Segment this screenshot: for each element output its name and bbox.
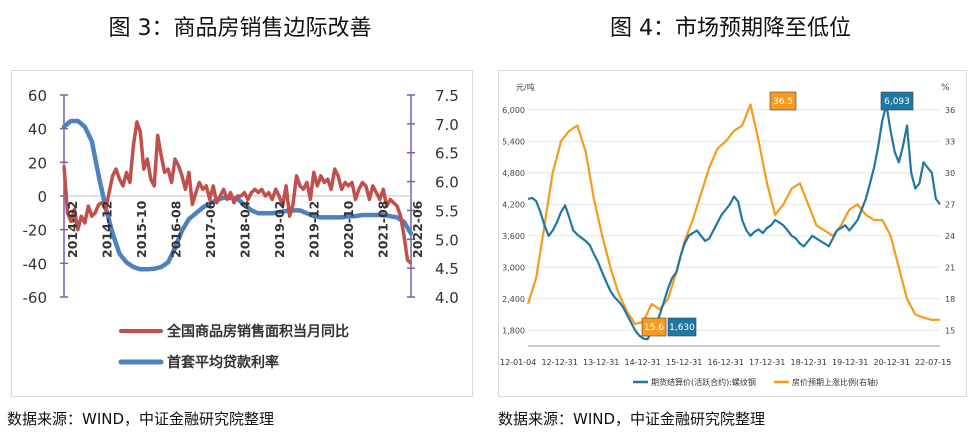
x-tick-label: 18-12-31 [791, 358, 827, 367]
x-tick-label: 20-12-31 [874, 358, 910, 367]
x-tick-label: 2015-10 [134, 200, 149, 258]
x-tick-label: 14-12-31 [625, 358, 661, 367]
x-tick-label: 13-12-31 [583, 358, 619, 367]
y-left-tick-label: -20 [23, 222, 48, 240]
x-tick-label: 12-01-04 [500, 358, 536, 367]
y-left-tick-label: 6,000 [502, 106, 525, 115]
y-left-tick-label: 3,600 [502, 232, 525, 241]
y-left-tick-label: -60 [23, 289, 48, 307]
y-right-tick-label: 24 [945, 232, 955, 241]
x-tick-label: 2017-06 [203, 200, 218, 258]
x-tick-label: 2020-10 [341, 200, 356, 258]
x-tick-label: 16-12-31 [708, 358, 744, 367]
figure-4-title: 图 4：市场预期降至低位 [610, 16, 851, 41]
annotation-peak-expectation-box [769, 91, 797, 111]
y-left-tick-label: 40 [28, 121, 47, 139]
y-left-tick-label: 20 [28, 154, 47, 172]
y-left-tick-label: 4,200 [502, 200, 525, 209]
y-left-tick-label: 3,000 [502, 263, 525, 272]
annotation-peak-expectation: 36.5 [773, 97, 793, 107]
y-right-tick-label: 7.5 [435, 87, 459, 105]
series-line-house-price-expectation [526, 103, 940, 326]
annotation-peak-futures-box [880, 91, 914, 111]
y-right-tick-label: 5.0 [435, 231, 459, 249]
series-line-rebar-futures [527, 103, 941, 341]
y-left-unit: 元/吨 [516, 82, 535, 92]
legend-label-mortgage-rate: 首套平均贷款利率 [167, 354, 279, 371]
y-left-tick-label: 4,800 [502, 169, 525, 178]
x-tick-label: 15-12-31 [666, 358, 702, 367]
y-right-tick-label: 33 [945, 137, 955, 146]
y-right-tick-label: 18 [945, 295, 955, 304]
annotation-low-futures: 1,630 [669, 323, 695, 333]
annotation-low-expectation-box [641, 317, 667, 337]
y-right-unit: % [941, 83, 950, 93]
series-line-sales-yoy [62, 120, 413, 265]
annotation-peak-futures: 6,093 [884, 97, 910, 107]
x-tick-label: 2021-08 [376, 201, 391, 258]
legend-label-sales-yoy: 全国商品房销售面积当月同比 [166, 323, 349, 340]
figure-3-chart: 60 40 20 0 -20 -40 -60 7.5 7.0 6.5 6.0 5.5 5.0 4.5 4.0… [11, 70, 473, 397]
annotation-low-expectation: 15.6 [644, 323, 664, 333]
y-right-tick-label: 30 [945, 169, 955, 178]
y-right-tick-label: 21 [945, 263, 955, 272]
x-tick-label: 19-12-31 [832, 358, 868, 367]
y-right-tick-label: 4.0 [435, 289, 459, 307]
figure-4-frame [498, 70, 967, 397]
y-left-tick-label: 2,400 [502, 295, 525, 304]
x-tick-label: 2014-02 [65, 201, 80, 258]
legend-label-house-price-expectation: 房价预期上涨比例(右轴) [792, 377, 878, 387]
y-right-tick-label: 7.0 [435, 116, 459, 134]
y-right-tick-label: 5.5 [435, 202, 459, 220]
legend-label-rebar-futures: 期货结算价(活跃合约):螺纹钢 [651, 377, 756, 387]
y-left-tick-label: 1,800 [502, 326, 525, 335]
y-left-tick-label: 5,400 [502, 137, 525, 146]
y-right-tick-label: 27 [945, 200, 955, 209]
y-left-tick-label: 60 [28, 87, 47, 105]
y-right-tick-label: 4.5 [435, 260, 459, 278]
figure-3-frame [11, 70, 473, 397]
figure-3-title: 图 3：商品房销售边际改善 [108, 16, 372, 41]
x-tick-label: 2014-12 [100, 201, 115, 258]
y-left-tick-label: 0 [37, 188, 47, 206]
x-tick-label: 2019-12 [307, 201, 322, 258]
x-tick-label: 17-12-31 [749, 358, 785, 367]
x-tick-label: 12-12-31 [542, 358, 578, 367]
x-tick-label: 2016-08 [169, 201, 184, 258]
annotation-low-futures-box [667, 317, 697, 337]
y-right-tick-label: 15 [945, 326, 955, 335]
x-tick-label: 2019-02 [272, 201, 287, 258]
x-tick-label: 22-07-15 [915, 358, 951, 367]
y-right-tick-label: 6.0 [435, 174, 459, 192]
y-right-tick-label: 36 [945, 106, 955, 115]
figure-3-source: 数据来源：WIND，中证金融研究院整理 [7, 410, 275, 428]
x-tick-label: 2018-04 [238, 200, 253, 258]
figure-4-chart: 元/吨 % 6,000 5,400 4,800 4,200 3,600 3,000 2,400 1… [498, 70, 967, 397]
y-right-tick-label: 6.5 [435, 145, 459, 163]
x-tick-label: 2022-06 [410, 200, 425, 258]
figure-4-source: 数据来源：WIND，中证金融研究院整理 [498, 410, 766, 428]
y-left-tick-label: -40 [23, 255, 48, 273]
